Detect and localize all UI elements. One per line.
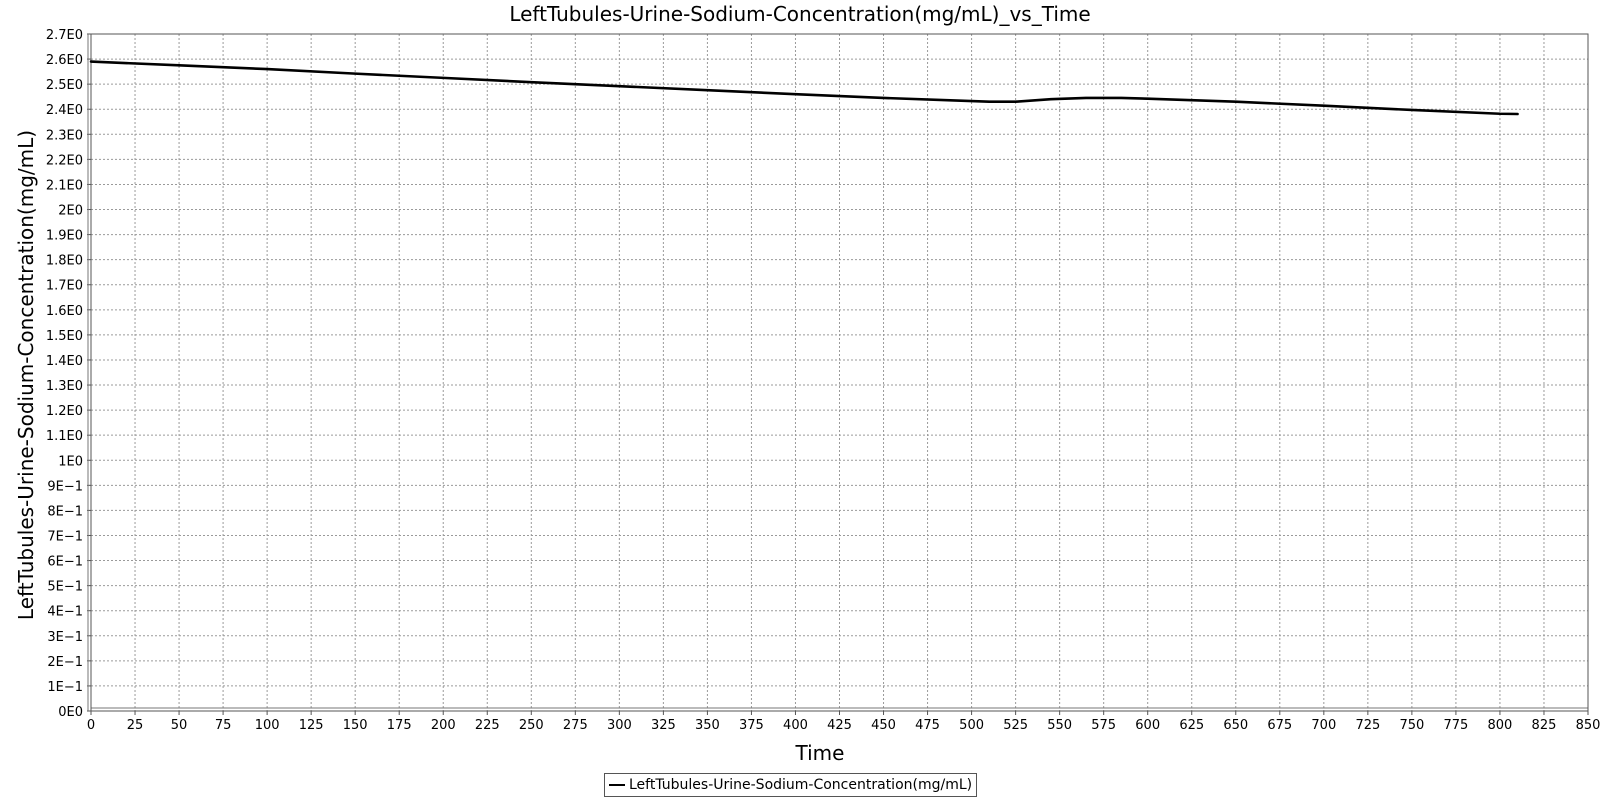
x-tick-label: 325	[651, 718, 676, 733]
x-tick-label: 175	[387, 718, 412, 733]
x-tick-label: 525	[1003, 718, 1028, 733]
x-tick-label: 650	[1223, 718, 1248, 733]
x-tick-label: 400	[783, 718, 808, 733]
x-tick-label: 125	[299, 718, 324, 733]
y-tick-label: 0E0	[58, 705, 83, 720]
y-tick-label: 1.8E0	[46, 254, 83, 269]
x-axis-title: Time	[795, 741, 845, 765]
x-tick-label: 75	[215, 718, 232, 733]
x-tick-label: 250	[519, 718, 544, 733]
y-tick-label: 1.7E0	[46, 279, 83, 294]
y-tick-label: 9E−1	[47, 479, 83, 494]
x-tick-label: 150	[343, 718, 368, 733]
x-tick-label: 600	[1135, 718, 1160, 733]
x-tick-label: 425	[827, 718, 852, 733]
plot-border	[90, 33, 1589, 712]
y-tick-label: 4E−1	[47, 605, 83, 620]
y-tick-label: 1.3E0	[46, 379, 83, 394]
x-tick-label: 850	[1576, 718, 1600, 733]
x-tick-label: 300	[607, 718, 632, 733]
y-tick-label: 2.3E0	[46, 128, 83, 143]
x-tick-label: 350	[695, 718, 720, 733]
y-tick-label: 2.4E0	[46, 103, 83, 118]
y-tick-label: 2.6E0	[46, 53, 83, 68]
x-tick-label: 675	[1267, 718, 1292, 733]
y-tick-label: 2E−1	[47, 655, 83, 670]
legend-line-swatch	[609, 784, 625, 786]
y-tick-label: 1.9E0	[46, 229, 83, 244]
y-tick-label: 1.2E0	[46, 404, 83, 419]
x-tick-label: 275	[563, 718, 588, 733]
x-tick-label: 625	[1179, 718, 1204, 733]
x-tick-label: 700	[1311, 718, 1336, 733]
y-tick-label: 2.7E0	[46, 28, 83, 43]
x-tick-label: 475	[915, 718, 940, 733]
y-tick-label: 1.4E0	[46, 354, 83, 369]
y-tick-label: 1.6E0	[46, 304, 83, 319]
y-tick-label: 2.1E0	[46, 178, 83, 193]
x-tick-label: 50	[171, 718, 188, 733]
y-tick-label: 3E−1	[47, 630, 83, 645]
y-tick-label: 8E−1	[47, 504, 83, 519]
x-tick-label: 775	[1443, 718, 1468, 733]
y-tick-label: 6E−1	[47, 555, 83, 570]
y-tick-label: 7E−1	[47, 529, 83, 544]
x-tick-label: 800	[1488, 718, 1513, 733]
x-tick-label: 225	[475, 718, 500, 733]
x-tick-label: 450	[871, 718, 896, 733]
x-tick-label: 0	[87, 718, 95, 733]
chart-title: LeftTubules-Urine-Sodium-Concentration(m…	[509, 2, 1091, 26]
x-tick-label: 375	[739, 718, 764, 733]
series-line	[89, 60, 1519, 116]
legend-label: LeftTubules-Urine-Sodium-Concentration(m…	[629, 777, 973, 793]
y-tick-label: 2.2E0	[46, 153, 83, 168]
x-tick-label: 550	[1047, 718, 1072, 733]
y-tick-label: 1.1E0	[46, 429, 83, 444]
y-tick-label: 2E0	[58, 204, 83, 219]
y-tick-label: 5E−1	[47, 580, 83, 595]
x-tick-label: 100	[255, 718, 280, 733]
x-tick-label: 500	[959, 718, 984, 733]
y-tick-label: 1E−1	[47, 680, 83, 695]
legend: LeftTubules-Urine-Sodium-Concentration(m…	[604, 773, 978, 797]
x-tick-label: 25	[127, 718, 144, 733]
y-tick-label: 2.5E0	[46, 78, 83, 93]
x-tick-label: 725	[1355, 718, 1380, 733]
x-tick-label: 200	[431, 718, 456, 733]
y-tick-label: 1.5E0	[46, 329, 83, 344]
x-tick-label: 575	[1091, 718, 1116, 733]
x-tick-label: 825	[1532, 718, 1557, 733]
y-tick-label: 1E0	[58, 454, 83, 469]
x-tick-label: 750	[1399, 718, 1424, 733]
